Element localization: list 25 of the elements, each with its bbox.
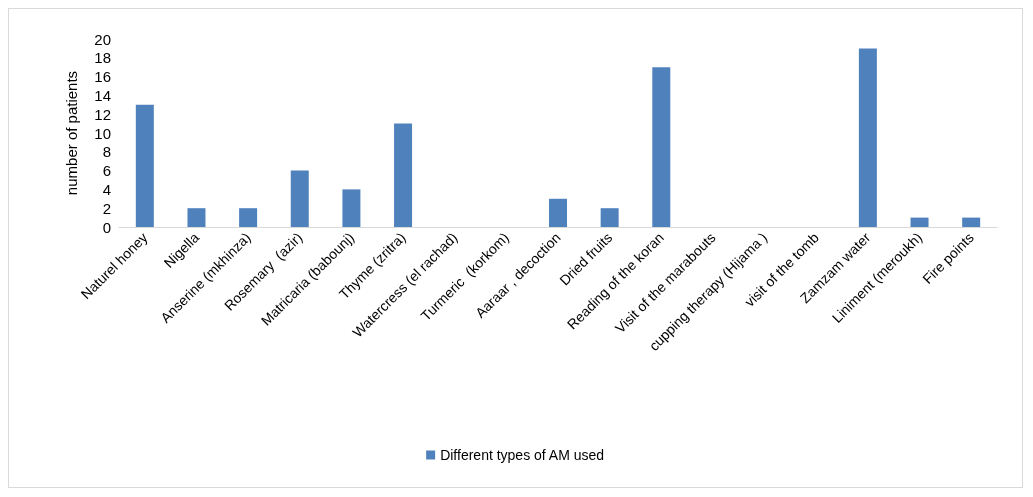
y-tick-label: 8 bbox=[102, 143, 111, 161]
bar bbox=[187, 208, 206, 227]
y-tick-label: 16 bbox=[94, 68, 111, 86]
y-tick-label: 10 bbox=[94, 124, 111, 142]
y-tick-label: 18 bbox=[94, 49, 111, 67]
bar bbox=[549, 198, 567, 227]
bar bbox=[858, 48, 877, 227]
y-axis-title: number of patients bbox=[63, 70, 80, 196]
bar bbox=[600, 208, 619, 227]
y-tick-label: 6 bbox=[102, 162, 111, 180]
bar bbox=[290, 170, 309, 227]
bar bbox=[910, 217, 929, 227]
bar bbox=[135, 104, 154, 227]
bar bbox=[239, 208, 258, 227]
bar bbox=[394, 123, 413, 227]
legend-label: Different types of AM used bbox=[440, 447, 605, 463]
y-tick-label: 2 bbox=[102, 199, 111, 217]
y-tick-label: 14 bbox=[94, 86, 111, 104]
bar bbox=[962, 217, 981, 227]
bar bbox=[342, 189, 361, 227]
bar bbox=[652, 67, 671, 227]
y-tick-label: 4 bbox=[102, 180, 111, 198]
y-tick-label: 20 bbox=[94, 30, 111, 48]
y-tick-label: 0 bbox=[102, 218, 111, 236]
y-tick-label: 12 bbox=[94, 105, 111, 123]
